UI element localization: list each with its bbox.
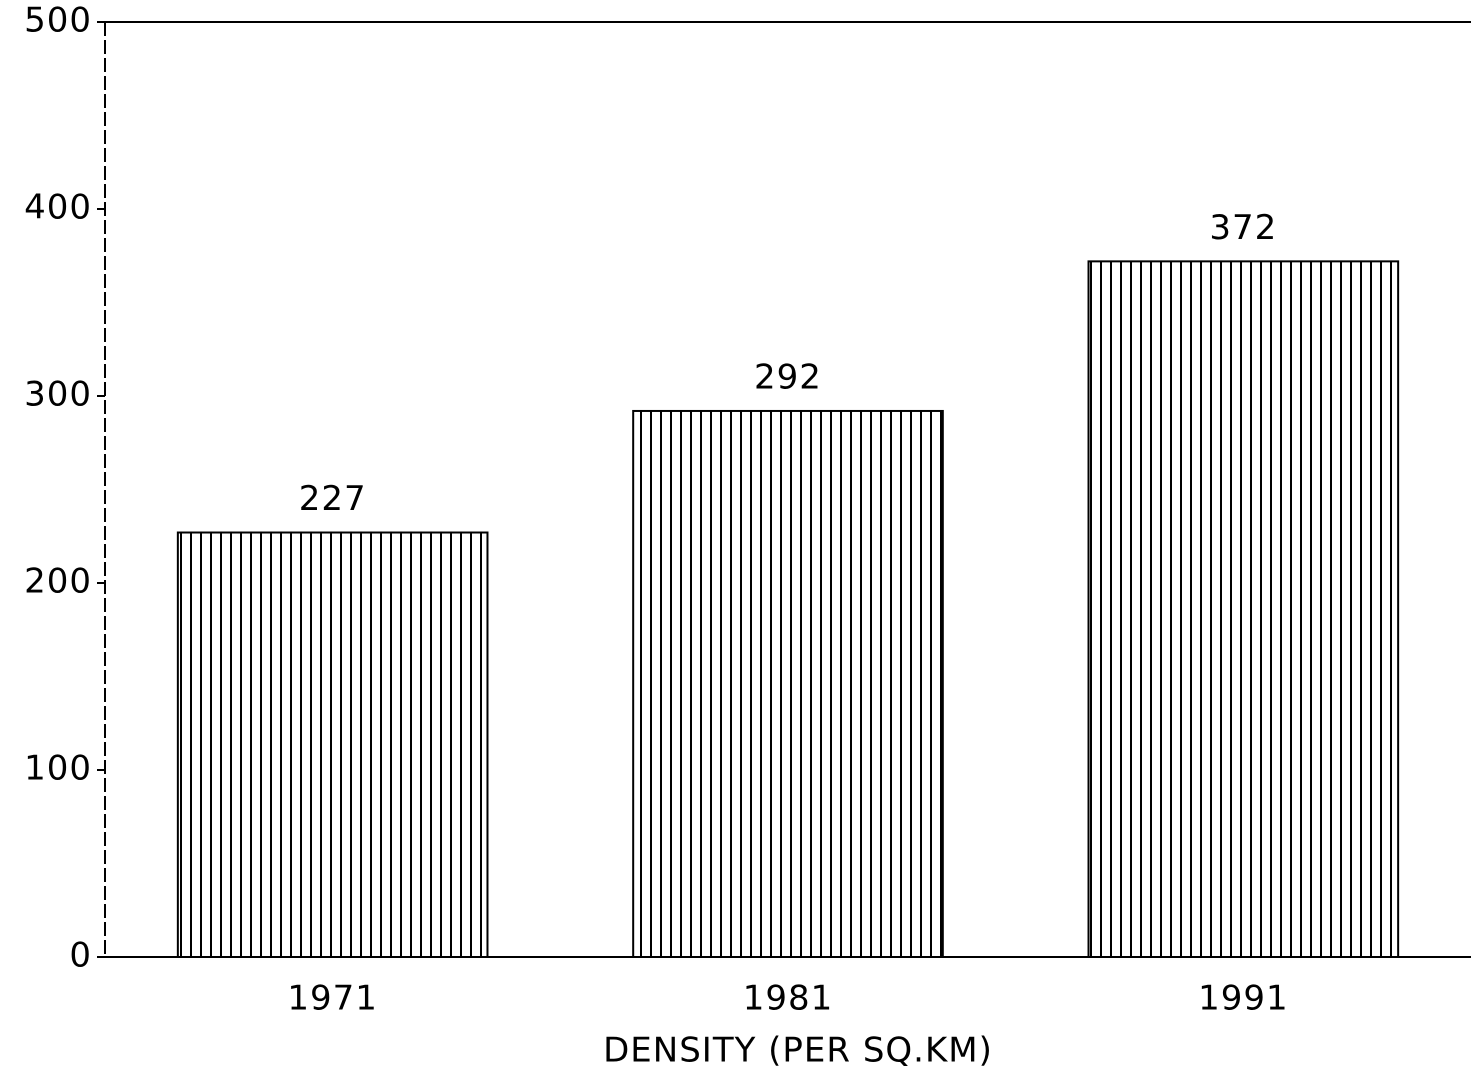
- bar: [1087, 260, 1400, 958]
- data-label: 372: [1209, 208, 1277, 248]
- bar: [176, 531, 489, 958]
- data-label: 292: [754, 357, 822, 397]
- bar: [632, 409, 944, 958]
- y-tick-label: 100: [24, 749, 92, 789]
- x-tick-label: 1981: [743, 979, 834, 1019]
- y-tick-label: 200: [24, 562, 92, 602]
- y-tick-label: 400: [24, 188, 92, 228]
- y-tick-label: 500: [24, 1, 92, 41]
- x-axis-label: DENSITY (PER SQ.KM): [603, 1031, 993, 1071]
- x-tick-label: 1971: [287, 979, 378, 1019]
- y-tick-label: 0: [69, 936, 92, 976]
- x-tick-label: 1991: [1198, 979, 1289, 1019]
- y-tick-label: 300: [24, 375, 92, 415]
- data-label: 227: [299, 479, 367, 519]
